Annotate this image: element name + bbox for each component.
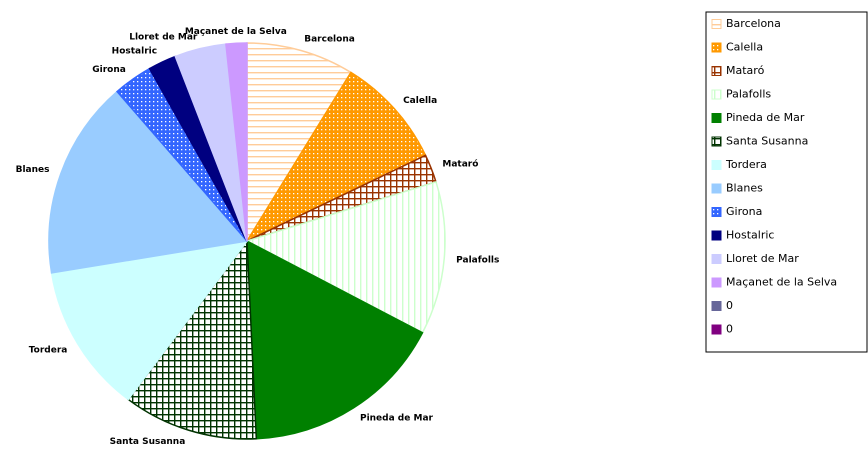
legend: Barcelona Calella Mataró Palafolls Pineda de… bbox=[705, 11, 868, 353]
pie-slice bbox=[127, 238, 258, 440]
legend-label: Lloret de Mar bbox=[726, 252, 799, 265]
legend-label: Maçanet de la Selva bbox=[726, 276, 837, 289]
pie-slice bbox=[246, 239, 424, 440]
pie-slice bbox=[50, 239, 249, 401]
legend-swatch bbox=[711, 136, 722, 147]
pie-slice bbox=[48, 90, 249, 274]
legend-label: Mataró bbox=[726, 64, 765, 77]
slice-label: Palafolls bbox=[456, 255, 499, 265]
legend-swatch bbox=[711, 301, 722, 311]
legend-swatch bbox=[711, 19, 722, 29]
slice-label: Mataró bbox=[442, 159, 478, 170]
legend-label: Blanes bbox=[726, 182, 763, 195]
legend-swatch bbox=[711, 66, 722, 76]
legend-label: Hostalric bbox=[726, 229, 774, 242]
legend-swatch bbox=[711, 324, 722, 335]
legend-label: Santa Susanna bbox=[726, 135, 808, 148]
slice-label: Barcelona bbox=[304, 34, 355, 44]
pie-slice bbox=[245, 181, 446, 334]
pie-slice bbox=[246, 42, 352, 244]
slice-label: Calella bbox=[403, 96, 437, 106]
pie bbox=[48, 42, 446, 440]
legend-swatch bbox=[711, 207, 722, 217]
legend-label: Tordera bbox=[725, 158, 767, 171]
legend-label: 0 bbox=[726, 299, 733, 312]
legend-swatch bbox=[711, 113, 722, 123]
legend-label: Calella bbox=[726, 41, 763, 54]
legend-swatch bbox=[711, 42, 722, 53]
slice-label: Girona bbox=[92, 65, 126, 75]
legend-label: Barcelona bbox=[726, 17, 781, 30]
legend-swatch bbox=[711, 230, 722, 241]
legend-label: Palafolls bbox=[726, 88, 771, 101]
legend-swatch bbox=[711, 160, 722, 170]
slice-label: Tordera bbox=[29, 345, 68, 355]
slice-label: Maçanet de la Selva bbox=[185, 27, 287, 37]
slice-labels: Barcelona Calella Mataró Palafolls Pineda de… bbox=[16, 27, 500, 447]
pie-slice bbox=[245, 71, 427, 243]
slice-label: Blanes bbox=[16, 165, 50, 175]
slice-label: Pineda de Mar bbox=[360, 414, 434, 424]
legend-swatch bbox=[711, 89, 722, 100]
legend-label: 0 bbox=[726, 323, 733, 336]
legend-swatch bbox=[711, 277, 722, 288]
legend-box bbox=[705, 11, 868, 353]
legend-label: Pineda de Mar bbox=[726, 111, 805, 124]
legend-swatch bbox=[711, 183, 722, 194]
pie-slice bbox=[225, 42, 248, 242]
slice-label: Lloret de Mar bbox=[129, 32, 198, 42]
slice-label: Santa Susanna bbox=[110, 437, 186, 447]
legend-swatch bbox=[711, 254, 722, 264]
legend-label: Girona bbox=[726, 205, 762, 218]
slice-label: Hostalric bbox=[112, 47, 157, 57]
